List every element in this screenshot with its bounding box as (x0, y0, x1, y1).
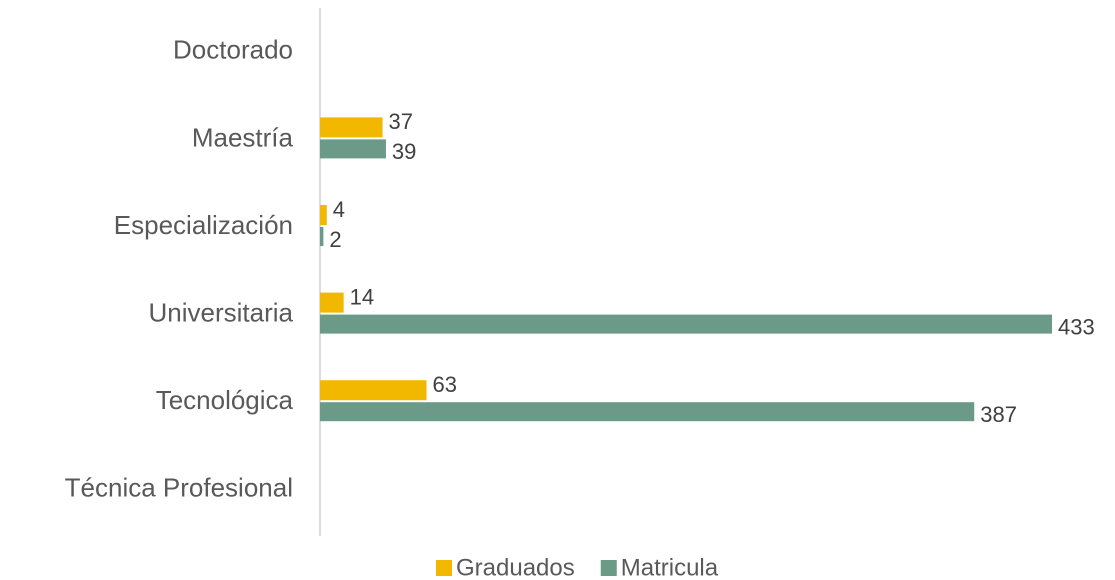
legend-swatch (436, 560, 452, 576)
data-label: 387 (980, 402, 1017, 427)
bar (320, 402, 975, 422)
bar (320, 117, 383, 138)
data-label: 4 (333, 197, 345, 222)
bar (320, 292, 344, 313)
category-label: Maestría (192, 122, 294, 152)
bar (320, 314, 1052, 334)
data-label: 2 (329, 227, 341, 252)
data-label: 14 (350, 284, 374, 309)
legend-label: Matricula (621, 554, 719, 580)
data-label: 63 (433, 372, 457, 397)
bar (320, 380, 427, 401)
category-label: Tecnológica (156, 385, 294, 415)
data-label: 39 (392, 139, 416, 164)
legend-label: Graduados (456, 554, 575, 580)
bar (320, 227, 324, 246)
category-label: Especialización (114, 210, 293, 240)
data-label: 37 (389, 109, 413, 134)
legend-swatch (600, 560, 617, 576)
category-label: Doctorado (173, 35, 293, 65)
bar (320, 139, 386, 159)
category-label: Universitaria (149, 297, 294, 327)
category-label: Técnica Profesional (65, 473, 293, 503)
bar (320, 205, 327, 225)
data-label: 433 (1058, 314, 1095, 339)
